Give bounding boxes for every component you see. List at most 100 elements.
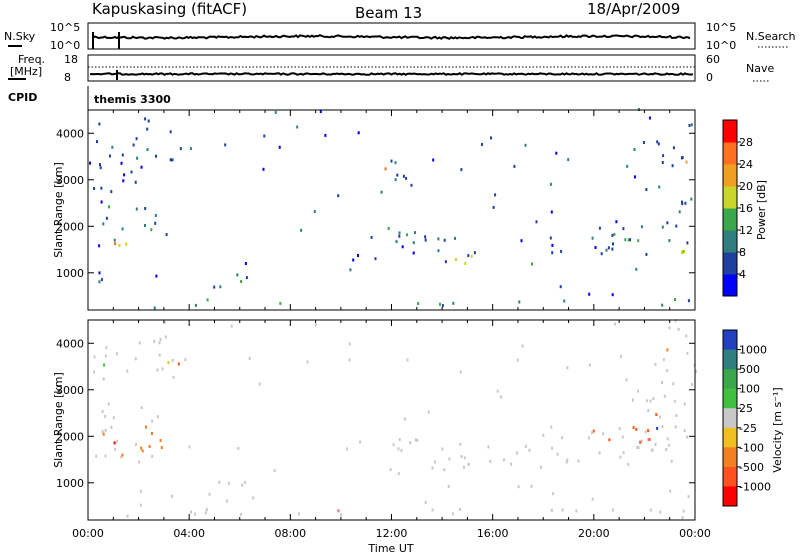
range-cell bbox=[686, 241, 689, 245]
range-cell bbox=[273, 469, 276, 472]
range-cell bbox=[403, 417, 406, 421]
nave-tick-bottom: 0 bbox=[706, 71, 713, 84]
range-cell bbox=[139, 489, 142, 493]
velocity-panel-frame bbox=[87, 319, 696, 521]
range-cell bbox=[681, 251, 683, 255]
range-cell bbox=[121, 453, 124, 457]
range-cell bbox=[159, 338, 162, 342]
range-cell bbox=[89, 161, 91, 165]
range-cell bbox=[459, 442, 462, 446]
range-cell bbox=[398, 234, 401, 238]
noise-sky-trace bbox=[92, 34, 691, 40]
range-cell bbox=[447, 484, 450, 488]
colorbar-tick-label: 4 bbox=[739, 268, 746, 281]
range-cell bbox=[189, 147, 192, 151]
range-cell bbox=[306, 360, 309, 364]
range-cell bbox=[454, 236, 456, 240]
range-cell bbox=[258, 382, 261, 386]
range-cell bbox=[686, 351, 689, 355]
range-cell bbox=[658, 185, 661, 189]
range-cell bbox=[409, 441, 412, 445]
range-cell bbox=[611, 247, 614, 251]
noise-panel-traces bbox=[92, 32, 691, 49]
range-cell bbox=[551, 446, 553, 450]
range-cell bbox=[496, 389, 499, 393]
range-cell bbox=[104, 454, 107, 458]
velocity-yticks: 1000 2000 3000 4000 bbox=[56, 320, 696, 520]
range-cell bbox=[140, 165, 143, 169]
nsearch-label: N.Search bbox=[746, 30, 796, 43]
range-cell bbox=[657, 142, 660, 146]
range-cell bbox=[652, 397, 655, 401]
range-cell bbox=[144, 207, 147, 210]
range-cell bbox=[100, 186, 103, 190]
range-cell bbox=[140, 406, 143, 410]
beam-title: Beam 13 bbox=[355, 4, 422, 22]
range-cell bbox=[179, 147, 182, 151]
range-cell bbox=[644, 430, 647, 434]
range-cell bbox=[587, 436, 590, 440]
colorbar-swatch bbox=[723, 447, 737, 468]
range-cell bbox=[240, 280, 243, 283]
range-cell bbox=[348, 358, 351, 362]
range-cell bbox=[615, 220, 618, 224]
range-cell bbox=[463, 456, 466, 460]
range-cell bbox=[640, 225, 643, 229]
power-panel-frame bbox=[87, 109, 696, 311]
range-cell bbox=[635, 427, 638, 431]
range-cell bbox=[645, 252, 648, 256]
range-cell bbox=[637, 446, 640, 450]
range-cell bbox=[102, 222, 105, 226]
cpid-label: CPID bbox=[8, 91, 37, 104]
range-cell bbox=[613, 232, 616, 236]
range-cell bbox=[151, 419, 154, 423]
range-cell bbox=[654, 443, 657, 446]
range-cell bbox=[666, 369, 669, 373]
range-cell bbox=[683, 429, 686, 433]
colorbar-tick-label: -25 bbox=[739, 422, 757, 435]
range-cell bbox=[157, 415, 159, 419]
range-cell bbox=[560, 249, 563, 253]
range-cell bbox=[628, 238, 631, 242]
range-cell bbox=[668, 326, 671, 330]
range-cell bbox=[433, 460, 436, 464]
colorbar-swatch bbox=[723, 274, 737, 297]
range-cell bbox=[139, 503, 142, 507]
date-title: 18/Apr/2009 bbox=[587, 0, 680, 18]
range-cell bbox=[194, 512, 196, 516]
range-cell bbox=[591, 236, 594, 240]
range-cell bbox=[390, 159, 393, 163]
freq-panel-traces bbox=[88, 66, 695, 80]
range-cell bbox=[153, 340, 156, 343]
range-cell bbox=[169, 130, 172, 134]
range-cell bbox=[236, 273, 239, 277]
range-cell bbox=[640, 439, 643, 443]
range-cell bbox=[370, 235, 373, 239]
range-cell bbox=[619, 455, 622, 459]
range-cell bbox=[670, 459, 673, 463]
range-cell bbox=[98, 271, 101, 275]
range-cell bbox=[263, 134, 266, 138]
freq-label-1: Freq. bbox=[18, 53, 45, 66]
range-cell bbox=[112, 416, 115, 420]
colorbar-tick-label: -500 bbox=[739, 461, 764, 474]
colorbar-swatch bbox=[723, 208, 737, 231]
range-cell bbox=[656, 140, 659, 144]
range-cell bbox=[668, 443, 671, 447]
range-cell bbox=[93, 355, 96, 359]
range-cell bbox=[663, 394, 666, 398]
range-cell bbox=[324, 133, 327, 137]
range-cell bbox=[135, 207, 138, 211]
range-cell bbox=[451, 512, 454, 516]
range-cell bbox=[510, 462, 512, 466]
range-cell bbox=[467, 254, 470, 258]
range-cell bbox=[374, 257, 377, 261]
range-cell bbox=[402, 174, 405, 178]
range-cell bbox=[656, 426, 659, 430]
freq-tick-top: 18 bbox=[64, 53, 78, 66]
range-cell bbox=[427, 410, 430, 414]
range-cell bbox=[608, 438, 611, 442]
colorbar-tick-label: 8 bbox=[739, 246, 746, 259]
range-cell bbox=[460, 455, 463, 459]
range-cell bbox=[588, 363, 591, 367]
